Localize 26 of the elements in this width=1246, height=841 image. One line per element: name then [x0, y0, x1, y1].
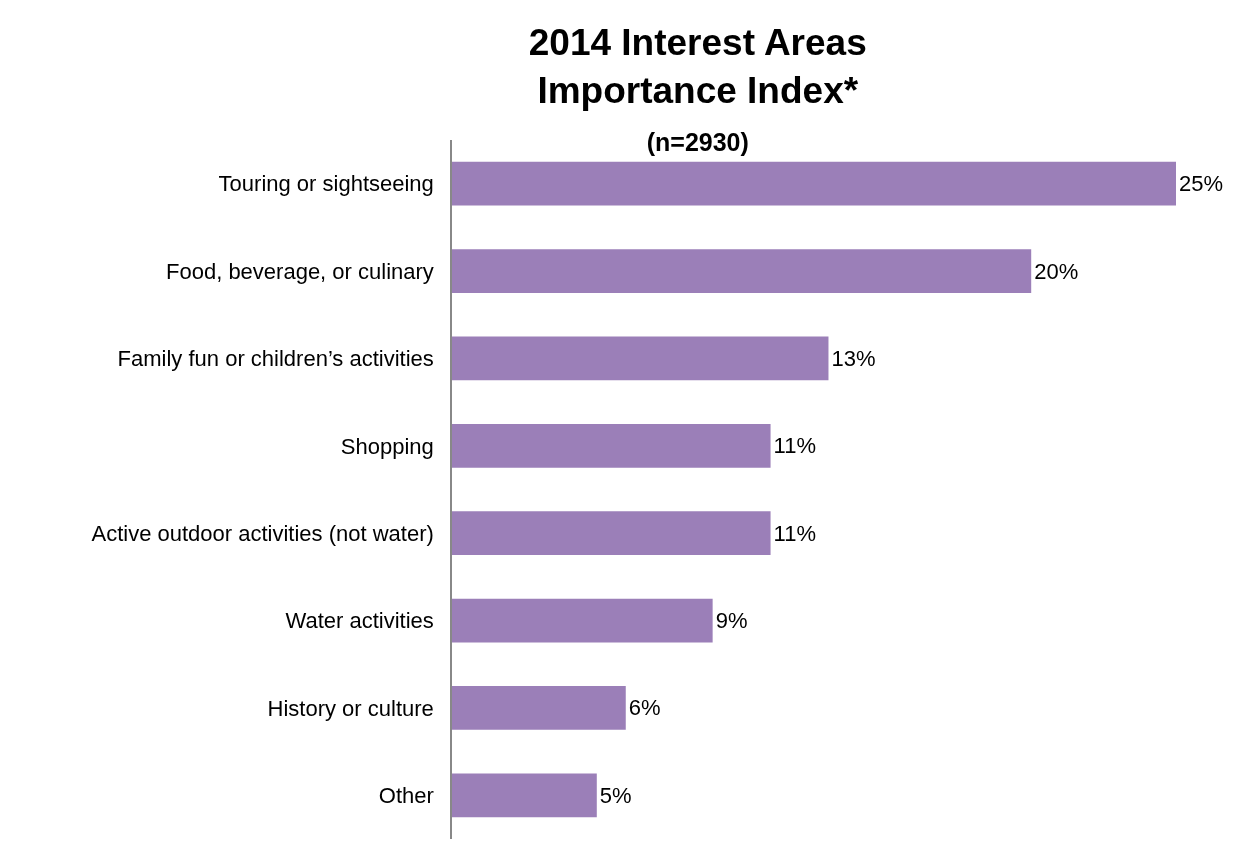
- bar: [452, 249, 1032, 293]
- data-label: 11%: [773, 433, 816, 459]
- data-label: 11%: [773, 520, 816, 546]
- chart-title: 2014 Interest Areas Importance Index*: [528, 21, 867, 111]
- data-label: 20%: [1034, 258, 1079, 284]
- y-tick-label: History or culture: [267, 695, 434, 721]
- data-label: 25%: [1179, 171, 1224, 197]
- bar: [452, 511, 771, 556]
- bar: [452, 686, 626, 730]
- y-tick-label: Other: [378, 783, 434, 809]
- chart-subtitle: (n=2930): [646, 127, 749, 156]
- bar: [452, 773, 597, 818]
- data-label: 5%: [599, 782, 632, 808]
- data-label: 6%: [628, 695, 661, 721]
- y-tick-label: Family fun or children’s activities: [117, 346, 434, 372]
- data-label: 9%: [715, 608, 748, 634]
- y-tick-label: Active outdoor activities (not water): [91, 520, 434, 546]
- y-tick-label: Touring or sightseeing: [218, 171, 434, 197]
- y-tick-label: Food, beverage, or culinary: [166, 258, 434, 284]
- bar: [452, 423, 771, 468]
- y-tick-label: Shopping: [340, 433, 434, 459]
- bar: [452, 598, 713, 643]
- bar: [452, 336, 829, 381]
- data-label: 13%: [831, 345, 876, 371]
- y-tick-label: Water activities: [285, 608, 434, 634]
- bar: [452, 161, 1176, 206]
